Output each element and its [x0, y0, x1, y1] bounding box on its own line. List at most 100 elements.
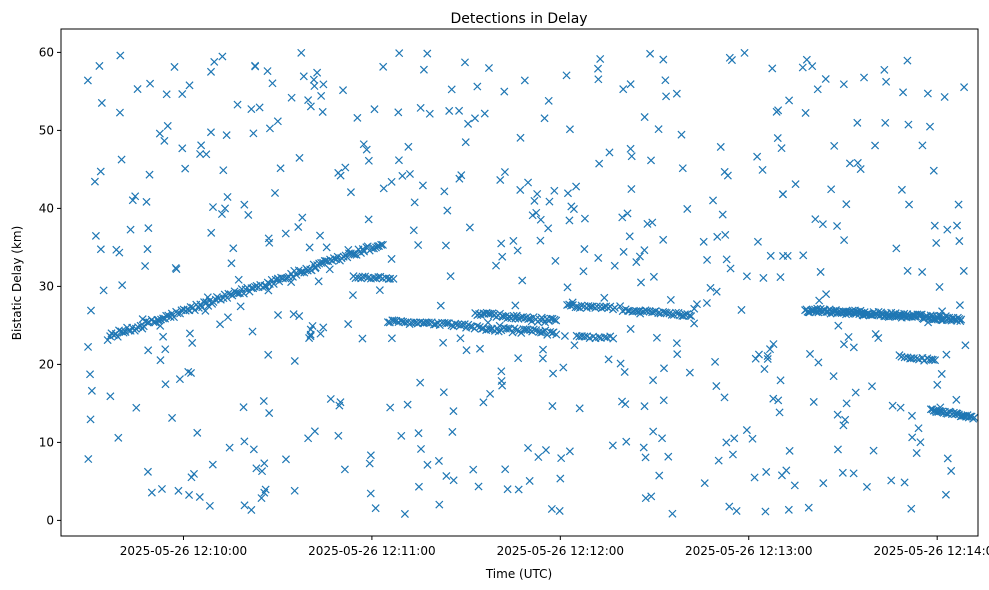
data-point [646, 49, 655, 58]
data-point [233, 100, 242, 109]
data-point [460, 58, 470, 67]
data-point [925, 122, 935, 131]
data-point [580, 332, 589, 341]
data-point [114, 326, 124, 335]
data-point [685, 368, 694, 377]
data-point [474, 482, 483, 491]
data-point [339, 86, 348, 95]
data-point [604, 355, 613, 364]
data-point [899, 88, 908, 97]
data-point [297, 48, 306, 57]
data-point [907, 411, 916, 420]
data-point [639, 443, 648, 452]
data-point [577, 301, 586, 310]
data-point [313, 68, 322, 77]
data-point [892, 244, 901, 253]
data-point [801, 108, 810, 117]
data-point [683, 204, 692, 213]
data-point [677, 130, 686, 139]
data-point [202, 150, 211, 159]
data-point [809, 397, 818, 406]
data-point [636, 278, 646, 287]
data-point [759, 273, 768, 282]
data-point [907, 504, 916, 513]
data-point [498, 381, 507, 390]
data-point [201, 306, 210, 315]
data-point [862, 482, 871, 491]
data-point [908, 433, 917, 442]
data-point [610, 303, 619, 312]
data-point [377, 240, 386, 249]
data-point [178, 89, 187, 99]
data-point [440, 187, 449, 196]
data-point [161, 345, 170, 354]
data-point [725, 502, 734, 511]
data-point [90, 177, 99, 186]
data-point [839, 421, 848, 430]
y-tick-label: 60 [39, 45, 54, 59]
data-point [340, 465, 349, 474]
data-point [720, 167, 729, 176]
data-point [903, 56, 912, 65]
data-point [605, 148, 614, 157]
data-point [952, 221, 962, 230]
data-point [133, 85, 142, 94]
data-point [207, 228, 216, 237]
data-point [955, 301, 964, 310]
data-point [162, 90, 171, 99]
data-point [281, 455, 291, 464]
data-point [443, 206, 452, 215]
data-point [369, 273, 378, 282]
data-point [222, 131, 231, 140]
data-point [398, 171, 407, 180]
data-point [545, 197, 554, 206]
data-point [811, 215, 820, 224]
data-point [497, 239, 506, 248]
data-point [552, 316, 561, 325]
data-point [228, 291, 237, 300]
data-point [643, 219, 652, 228]
data-point [627, 152, 636, 161]
data-point [690, 319, 699, 328]
data-point [544, 96, 553, 105]
data-point [664, 452, 673, 461]
data-point [718, 210, 727, 219]
data-point [309, 75, 318, 84]
data-point [270, 188, 280, 197]
data-point [221, 204, 230, 213]
data-point [565, 447, 574, 456]
data-point [860, 73, 869, 82]
data-point [552, 330, 561, 339]
data-point [957, 315, 966, 324]
data-point [114, 433, 123, 442]
data-point [751, 354, 760, 363]
data-point [888, 401, 897, 410]
data-point [370, 105, 379, 114]
data-point [290, 486, 299, 495]
data-point [720, 393, 729, 402]
data-point [375, 286, 384, 295]
x-tick-label: 2025-05-26 12:11:00 [308, 544, 435, 558]
data-point [346, 188, 355, 197]
data-point [366, 451, 375, 460]
data-point [732, 506, 741, 515]
data-point [234, 275, 243, 284]
data-point [159, 332, 168, 341]
data-point [449, 407, 458, 416]
data-point [716, 142, 725, 151]
data-point [314, 277, 323, 286]
data-point [138, 315, 147, 324]
data-point [145, 170, 154, 179]
data-point [706, 283, 715, 292]
data-point [446, 272, 455, 281]
data-point [563, 283, 572, 292]
data-point [362, 145, 371, 154]
data-point [970, 413, 979, 422]
data-point [955, 314, 964, 324]
data-point [758, 165, 767, 174]
data-point [610, 261, 619, 270]
data-point [565, 216, 574, 225]
data-point [659, 364, 669, 373]
data-point [387, 254, 396, 263]
data-point [281, 229, 290, 238]
